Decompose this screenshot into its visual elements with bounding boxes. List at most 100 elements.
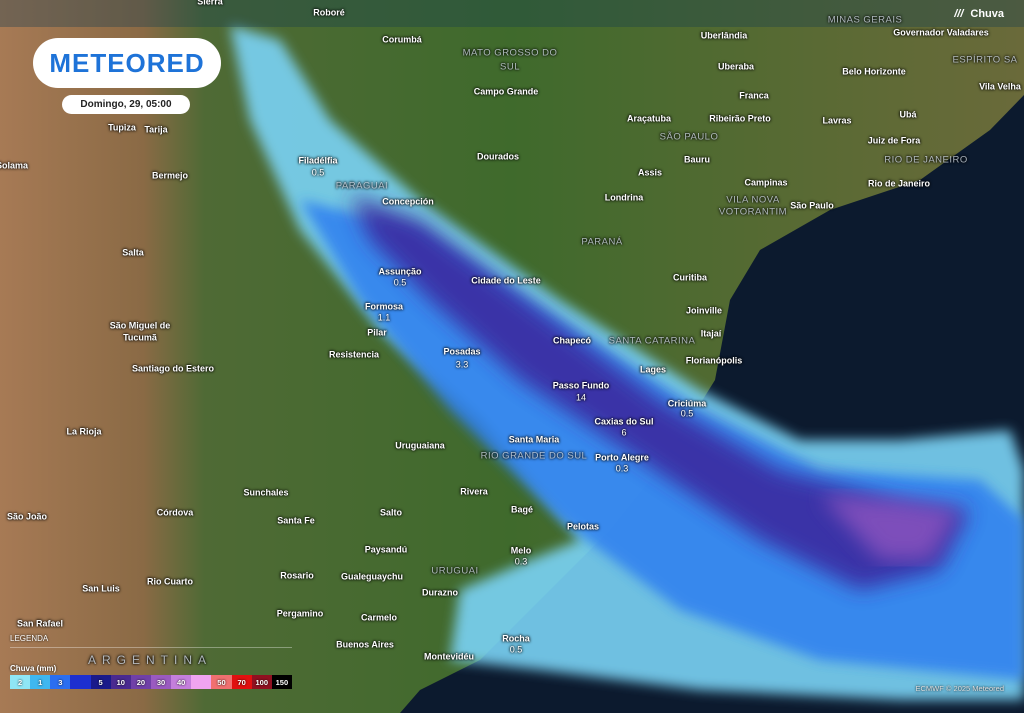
- legend-step: 70: [231, 675, 252, 689]
- city-label: São Miguel de: [109, 320, 171, 331]
- city-label: Belo Horizonte: [842, 66, 906, 77]
- city-label: Carmelo: [360, 612, 398, 623]
- region-label: SANTA CATARINA: [608, 335, 696, 347]
- city-label: San Luis: [82, 583, 120, 594]
- rain-amount-label: 14: [575, 392, 587, 403]
- city-label: Curitiba: [672, 272, 708, 283]
- city-label: Chapecó: [552, 335, 592, 346]
- rain-amount-label: 0.5: [509, 644, 523, 655]
- rain-amount-label: 0.5: [311, 167, 325, 178]
- city-label: Passo Fundo: [552, 380, 610, 391]
- city-label: Rocha: [502, 633, 530, 644]
- legend: LEGENDA Chuva (mm) 2 1 3 5 10 20 30 40 50 70 100 15…: [10, 634, 292, 689]
- city-label: Formosa: [364, 301, 404, 312]
- rain-amount-label: 1.1: [377, 312, 391, 323]
- rain-icon: ///: [954, 8, 964, 20]
- city-label: La Rioja: [66, 426, 102, 437]
- city-label: Pilar: [367, 327, 387, 338]
- city-label: Pergamino: [276, 608, 324, 619]
- city-label: Ribeirão Preto: [709, 113, 771, 124]
- legend-step: 1: [30, 675, 51, 689]
- city-label: Campo Grande: [473, 86, 539, 97]
- city-label: Campinas: [744, 177, 788, 188]
- city-label: Rosario: [280, 570, 314, 581]
- region-label: PARANÁ: [581, 236, 623, 248]
- legend-step: 5: [90, 675, 111, 689]
- city-label: Melo: [510, 545, 532, 556]
- city-label: Santa Maria: [508, 434, 560, 445]
- city-label: Rio de Janeiro: [867, 178, 931, 189]
- city-label: Rivera: [460, 486, 488, 497]
- legend-step: 40: [171, 675, 192, 689]
- city-label: Corumbá: [382, 34, 422, 45]
- city-label: Solama: [0, 160, 29, 171]
- rain-amount-label: 3.3: [455, 359, 469, 370]
- city-label: Assis: [637, 167, 663, 178]
- legend-step: 150: [271, 675, 292, 689]
- legend-step: 20: [130, 675, 151, 689]
- city-label: Montevidéu: [423, 651, 475, 662]
- city-label: Posadas: [443, 346, 481, 357]
- city-label: São João: [6, 511, 48, 522]
- region-label: RIO DE JANEIRO: [884, 154, 968, 166]
- city-label: Roboré: [313, 7, 345, 18]
- region-label: ARGENTINA: [87, 653, 213, 667]
- region-label: PARAGUAI: [335, 180, 389, 192]
- city-label: Sunchales: [243, 487, 289, 498]
- city-label: São Paulo: [790, 200, 834, 211]
- legend-step: 50: [211, 675, 232, 689]
- city-label: Ubá: [899, 109, 917, 120]
- legend-step: 10: [110, 675, 131, 689]
- legend-step: [70, 675, 91, 689]
- city-label: Porto Alegre: [595, 452, 649, 463]
- city-label: Vila Velha: [979, 81, 1021, 92]
- region-label: VOTORANTIM: [718, 206, 788, 218]
- city-label: Criciúma: [667, 398, 707, 409]
- legend-step: 30: [150, 675, 172, 689]
- region-label: ESPÍRITO SA: [952, 54, 1018, 66]
- layer-selector[interactable]: /// Chuva: [954, 8, 1004, 20]
- rain-amount-label: 0.5: [393, 277, 407, 288]
- city-label: Bauru: [683, 154, 711, 165]
- city-label: San Rafael: [16, 618, 64, 629]
- city-label: Tupiza: [108, 122, 136, 133]
- top-bar: [0, 0, 1024, 27]
- city-label: Cidade do Leste: [471, 275, 541, 286]
- legend-step: [191, 675, 212, 689]
- legend-unit: Chuva (mm): [10, 664, 57, 673]
- legend-step: 3: [50, 675, 71, 689]
- city-label: Paysandú: [364, 544, 408, 555]
- meteored-logo[interactable]: METEORED: [33, 38, 221, 88]
- city-label: Durazno: [422, 587, 458, 598]
- city-label: Assunção: [378, 266, 422, 277]
- city-label: Juiz de Fora: [867, 135, 921, 146]
- rain-amount-label: 0.3: [514, 556, 528, 567]
- city-label: Sierra: [197, 0, 223, 7]
- city-label: Buenos Aires: [336, 639, 394, 650]
- city-label: Filadélfia: [298, 155, 338, 166]
- region-label: RIO GRANDE DO SUL: [480, 450, 588, 462]
- region-label: SÃO PAULO: [659, 131, 719, 143]
- legend-title: LEGENDA: [10, 634, 49, 643]
- city-label: Bermejo: [151, 170, 189, 181]
- city-label: Uberaba: [717, 61, 755, 72]
- city-label: Salta: [122, 247, 144, 258]
- city-label: Santiago do Estero: [131, 363, 215, 374]
- city-label: Bagé: [510, 504, 534, 515]
- city-label: Concepción: [382, 196, 434, 207]
- city-label: Lages: [639, 364, 667, 375]
- city-label: Franca: [739, 90, 769, 101]
- city-label: Córdova: [156, 507, 194, 518]
- legend-step: 100: [251, 675, 272, 689]
- city-label: Rio Cuarto: [147, 576, 193, 587]
- region-label: MATO GROSSO DO: [462, 47, 558, 59]
- city-label: Pelotas: [566, 521, 600, 532]
- region-label: SUL: [500, 61, 520, 73]
- city-label: Santa Fe: [277, 515, 315, 526]
- credit: ECMWF © 2025 Meteored: [915, 684, 1004, 693]
- city-label: Londrina: [604, 192, 644, 203]
- city-label: Araçatuba: [626, 113, 672, 124]
- color-scale: 2 1 3 5 10 20 30 40 50 70 100 150: [10, 675, 292, 689]
- date-time-badge[interactable]: Domingo, 29, 05:00: [62, 95, 190, 114]
